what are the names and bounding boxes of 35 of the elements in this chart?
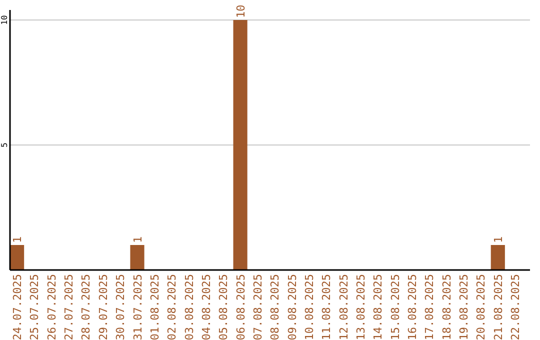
- x-tick-label: 22.08.2025: [509, 274, 522, 340]
- x-tick-label: 26.07.2025: [45, 274, 58, 340]
- x-tick-label: 07.08.2025: [251, 274, 264, 340]
- y-tick-label: 5: [0, 142, 9, 148]
- x-tick-label: 24.07.2025: [11, 274, 24, 340]
- x-tick-label: 18.08.2025: [440, 274, 454, 340]
- data-label: 1: [131, 236, 144, 243]
- x-tick-label: 19.08.2025: [458, 274, 471, 340]
- x-tick-label: 20.08.2025: [474, 274, 488, 340]
- x-tick-label: 03.08.2025: [182, 274, 196, 340]
- x-tick-label: 12.08.2025: [337, 274, 350, 340]
- x-tick-label: 17.08.2025: [423, 274, 436, 340]
- x-tick-label: 15.08.2025: [388, 274, 402, 340]
- x-tick-label: 01.08.2025: [148, 274, 162, 340]
- x-tick-label: 16.08.2025: [406, 274, 420, 340]
- data-label: 1: [492, 236, 505, 243]
- x-tick-label: 02.08.2025: [166, 274, 179, 340]
- x-tick-label: 21.08.2025: [492, 274, 505, 340]
- x-tick-label: 09.08.2025: [286, 274, 299, 340]
- x-tick-label: 27.07.2025: [62, 274, 76, 340]
- x-tick-label: 06.08.2025: [234, 274, 248, 340]
- x-tick-label: 08.08.2025: [268, 274, 282, 340]
- x-tick-label: 29.07.2025: [96, 274, 110, 340]
- data-label: 1: [11, 236, 24, 243]
- data-label: 10: [234, 4, 248, 18]
- x-tick-label: 30.07.2025: [114, 274, 128, 340]
- x-tick-label: 28.07.2025: [80, 274, 93, 340]
- x-tick-label: 13.08.2025: [354, 274, 368, 340]
- x-tick-label: 05.08.2025: [217, 274, 230, 340]
- x-tick-label: 10.08.2025: [302, 274, 316, 340]
- x-tick-label: 11.08.2025: [320, 274, 334, 340]
- x-tick-label: 14.08.2025: [372, 274, 385, 340]
- x-tick-label: 31.07.2025: [131, 274, 144, 340]
- x-tick-label: 25.07.2025: [28, 274, 42, 340]
- x-tick-label: 04.08.2025: [200, 274, 213, 340]
